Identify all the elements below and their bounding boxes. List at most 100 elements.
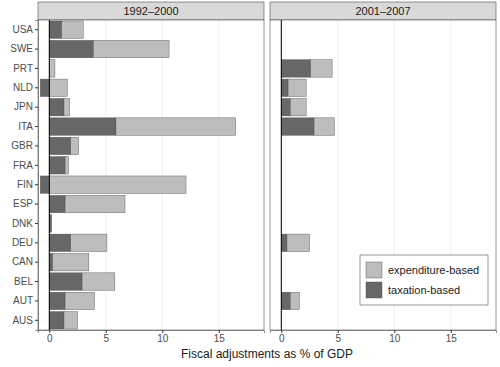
bars bbox=[281, 60, 334, 310]
y-tick: DEU bbox=[12, 237, 38, 248]
y-tick-mark bbox=[35, 145, 38, 146]
bar bbox=[71, 137, 79, 154]
y-tick-mark bbox=[35, 49, 38, 50]
y-tick-label: FRA bbox=[13, 160, 33, 171]
grid-line bbox=[337, 20, 338, 330]
x-tick: 10 bbox=[157, 330, 169, 344]
y-tick: PRT bbox=[13, 63, 38, 74]
baseline bbox=[281, 20, 282, 330]
y-tick: BEL bbox=[14, 276, 38, 287]
y-tick-label: DEU bbox=[12, 237, 33, 248]
y-tick: FIN bbox=[17, 179, 38, 190]
bar bbox=[49, 273, 82, 290]
bar bbox=[93, 40, 169, 57]
legend-label: expenditure-based bbox=[388, 264, 479, 276]
y-tick-mark bbox=[35, 204, 38, 205]
y-tick-label: NLD bbox=[13, 82, 33, 93]
y-tick: CAN bbox=[12, 256, 38, 267]
grid-line bbox=[218, 20, 219, 330]
grid-line bbox=[162, 20, 163, 330]
bar bbox=[314, 118, 334, 135]
panel: 1992–2000051015USASWEPRTNLDJPNITAGBRFRAF… bbox=[10, 2, 264, 344]
bar bbox=[49, 137, 70, 154]
panel-border bbox=[38, 20, 264, 330]
grid-line bbox=[281, 20, 282, 330]
x-tick-label: 15 bbox=[214, 333, 226, 344]
y-tick-label: USA bbox=[12, 24, 33, 35]
y-tick: JPN bbox=[14, 101, 38, 112]
legend-box bbox=[360, 255, 488, 305]
bar bbox=[281, 98, 290, 115]
y-tick-mark bbox=[35, 68, 38, 69]
x-tick-label: 5 bbox=[336, 333, 342, 344]
bar bbox=[281, 60, 310, 77]
bar bbox=[65, 292, 94, 309]
bar bbox=[281, 292, 290, 309]
y-tick: USA bbox=[12, 24, 38, 35]
y-tick: AUT bbox=[13, 295, 38, 306]
y-tick: DNK bbox=[12, 218, 38, 229]
legend-key bbox=[366, 262, 382, 278]
bar bbox=[281, 234, 287, 251]
bar bbox=[287, 234, 310, 251]
y-tick-label: DNK bbox=[12, 218, 33, 229]
bars bbox=[40, 21, 235, 329]
x-tick: 5 bbox=[336, 330, 342, 344]
bar bbox=[40, 79, 49, 96]
y-tick-label: ESP bbox=[13, 198, 33, 209]
y-tick: AUS bbox=[12, 315, 38, 326]
bar bbox=[71, 234, 107, 251]
y-tick-mark bbox=[35, 281, 38, 282]
x-tick: 0 bbox=[47, 330, 53, 344]
y-tick-label: AUT bbox=[13, 295, 33, 306]
bar bbox=[288, 79, 306, 96]
bar bbox=[49, 234, 70, 251]
y-tick: ESP bbox=[13, 198, 38, 209]
y-tick-mark bbox=[35, 165, 38, 166]
x-tick-label: 0 bbox=[47, 333, 53, 344]
bar bbox=[116, 118, 236, 135]
y-tick-mark bbox=[35, 184, 38, 185]
x-axis-line bbox=[271, 331, 497, 334]
x-tick-label: 10 bbox=[389, 333, 401, 344]
legend-label: taxation-based bbox=[388, 284, 460, 296]
x-axis-line bbox=[39, 331, 265, 334]
panel-border bbox=[270, 20, 496, 330]
bar bbox=[49, 21, 61, 38]
strip bbox=[38, 2, 264, 20]
y-tick-label: AUS bbox=[12, 315, 33, 326]
bar bbox=[62, 21, 83, 38]
y-axis-line bbox=[35, 21, 39, 331]
bar bbox=[49, 60, 55, 77]
y-tick-mark bbox=[35, 262, 38, 263]
y-tick-mark bbox=[35, 223, 38, 224]
y-tick-label: BEL bbox=[14, 276, 33, 287]
bar bbox=[53, 253, 89, 270]
y-tick-label: GBR bbox=[11, 140, 33, 151]
bar bbox=[290, 98, 306, 115]
plot-background bbox=[38, 20, 264, 330]
y-tick-mark bbox=[35, 320, 38, 321]
bar bbox=[64, 98, 70, 115]
x-tick-label: 5 bbox=[104, 333, 110, 344]
bar bbox=[49, 176, 186, 193]
panel: 2001–2007 0 5 10 15 expenditure-based taxation… bbox=[270, 2, 497, 344]
y-tick: GBR bbox=[11, 140, 38, 151]
x-tick: 15 bbox=[446, 330, 458, 344]
bar bbox=[40, 176, 49, 193]
x-tick: 0 bbox=[279, 330, 285, 344]
x-axis: 0 5 10 15 bbox=[39, 330, 265, 344]
legend-key bbox=[366, 282, 382, 298]
bar bbox=[49, 253, 52, 270]
y-tick-mark bbox=[35, 300, 38, 301]
strip-title: 1992–2000 bbox=[123, 5, 178, 17]
y-tick: SWE bbox=[10, 43, 38, 54]
x-tick-label: 15 bbox=[446, 333, 458, 344]
strip-title: 2001–2007 bbox=[355, 5, 410, 17]
baseline bbox=[49, 20, 50, 330]
y-tick-label: PRT bbox=[13, 63, 33, 74]
y-tick: FRA bbox=[13, 160, 38, 171]
bar bbox=[65, 195, 125, 212]
y-tick-label: JPN bbox=[14, 101, 33, 112]
y-tick-mark bbox=[35, 107, 38, 108]
